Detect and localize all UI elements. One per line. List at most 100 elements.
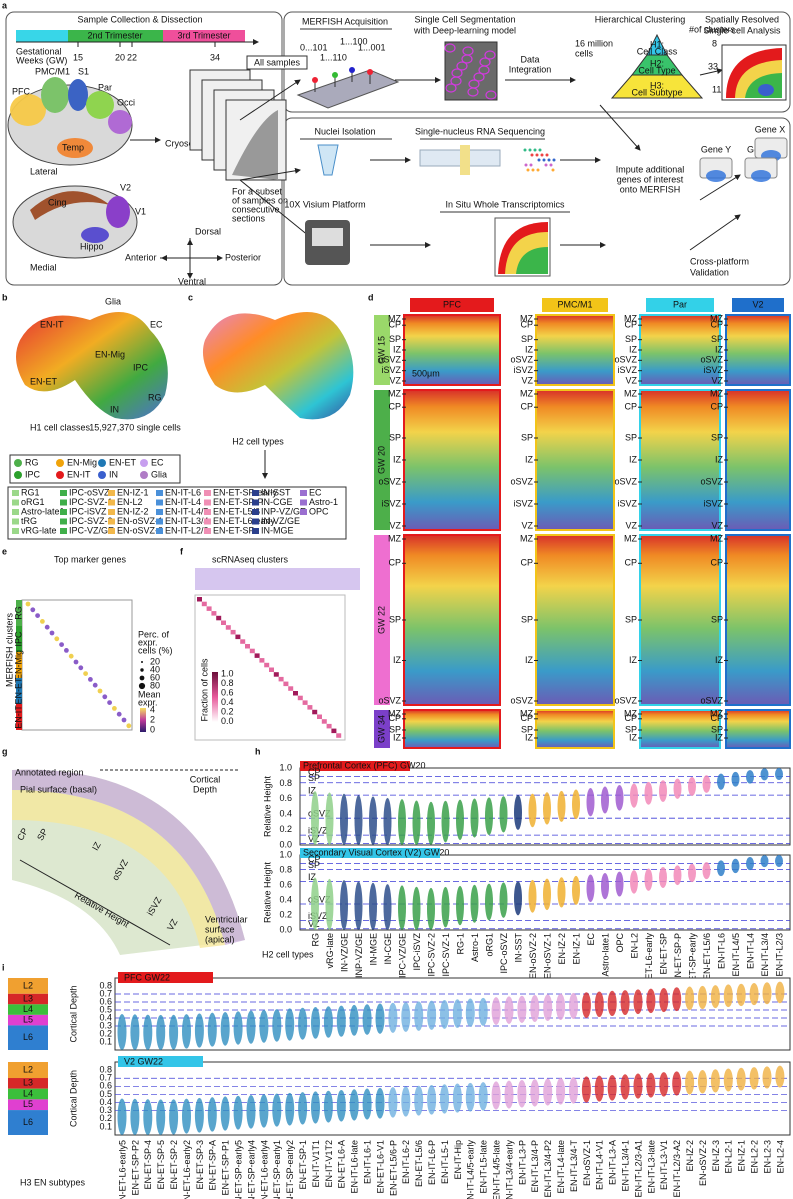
violin (465, 1082, 475, 1112)
violin (746, 857, 754, 871)
shape (106, 196, 130, 228)
label: 0.3 (99, 1105, 112, 1115)
label: EN-ET-L6-early (213, 516, 276, 526)
label: EN-IZ-2 (117, 506, 149, 516)
label: EN-ET-L6-V1 (375, 1140, 385, 1194)
label: IPC-VZ/GE (69, 525, 114, 535)
label: IZ (308, 785, 317, 795)
shape (537, 158, 541, 162)
label: EN-IT-L4/5-late (491, 1140, 501, 1199)
label: EN-ET-L5/6-P (388, 1140, 398, 1196)
label: oSVZ (700, 695, 723, 705)
box (16, 678, 22, 704)
violin (615, 871, 624, 897)
label: VZ (711, 520, 723, 530)
label: MZ (388, 708, 401, 718)
label: Single-nucleus RNA Sequencing (415, 126, 545, 136)
tissue-image (535, 314, 615, 386)
shape (751, 170, 771, 182)
violin (349, 1089, 359, 1121)
label: 0 (150, 724, 155, 734)
shape (547, 158, 551, 162)
label: CP (308, 854, 321, 864)
panel-letter: a (2, 0, 8, 10)
violin (673, 865, 682, 886)
label: 4 (150, 704, 155, 714)
label: Depth (193, 784, 217, 794)
violin (369, 882, 377, 930)
violin (441, 886, 450, 928)
label: IPC-SVZ-1 (441, 933, 451, 977)
label: EN-oSVZ-1 (542, 933, 552, 979)
violin (478, 997, 488, 1026)
label: EN-IZ-1 (737, 1140, 747, 1172)
label: EN-ET-SP-P1 (221, 1140, 231, 1196)
shape (536, 168, 540, 172)
label: 0.4 (99, 1012, 112, 1022)
label: Occi (117, 97, 135, 107)
violin (285, 1092, 295, 1126)
label: IZ (525, 655, 534, 665)
label: EN-ET-L5/6 (213, 506, 260, 516)
label: 0.6 (279, 793, 292, 803)
violin (685, 1070, 695, 1095)
violin (633, 1073, 643, 1099)
violin (478, 1082, 488, 1111)
label: 0.5 (99, 1004, 112, 1014)
tissue-image (403, 709, 501, 749)
label: 0.1 (99, 1036, 112, 1046)
tube (317, 144, 339, 176)
violin (731, 771, 740, 787)
label: Astro-late1 (600, 933, 610, 977)
shape (445, 83, 457, 93)
violin (156, 1014, 166, 1050)
label: Temp (62, 142, 84, 152)
legend-swatch (156, 528, 163, 534)
label: vRG-late (325, 933, 335, 969)
tag (246, 55, 308, 70)
layer-block (8, 1099, 48, 1111)
label: 0.6 (221, 687, 234, 697)
label: EN-ET-SP-P2 (130, 1140, 140, 1196)
label: H1 cell classes (30, 422, 91, 432)
label: EN-IT-L6-P (427, 1140, 437, 1185)
panel-letter: c (188, 292, 193, 302)
tissue-image (725, 314, 791, 386)
label: IPC-VZ/GE (397, 933, 407, 978)
heat-cell (206, 606, 212, 611)
label: iSVZ (513, 498, 533, 508)
violin (207, 1097, 217, 1132)
label: iSVZ (703, 365, 723, 375)
label: SP (625, 724, 637, 734)
label: oSVZ (308, 894, 331, 904)
label: EN-IZ-3 (711, 1140, 721, 1172)
label: 0.1 (99, 1121, 112, 1131)
label: EN-ET-SP-P (213, 497, 264, 507)
label: EN-IT-L6-late (350, 1140, 360, 1194)
legend-swatch (204, 490, 211, 496)
label: IPC-iSVZ (412, 933, 422, 971)
shape (479, 57, 491, 67)
label: SP (625, 334, 637, 344)
label: IZ (393, 344, 402, 354)
label: EN-L2-1 (724, 1140, 734, 1174)
label: VZ (521, 375, 533, 385)
label: Prefrontal Cortex (PFC) GW20 (303, 760, 426, 770)
violin (581, 992, 591, 1019)
layer-block (8, 1078, 48, 1089)
label: IZ (393, 454, 402, 464)
label: Cell Subtype (631, 87, 682, 97)
label: OPC (615, 933, 625, 953)
label: MZ (710, 708, 723, 718)
layer-block (8, 1004, 48, 1015)
tissue-image (403, 314, 501, 386)
violin (646, 988, 656, 1014)
label: EN-IT-L2/3-A2 (672, 1140, 682, 1198)
label: EN-IT-L3/4-P (530, 1140, 540, 1193)
label: oSVZ (510, 355, 533, 365)
legend-swatch (98, 471, 106, 479)
violin (369, 796, 377, 845)
violin (749, 1067, 759, 1090)
legend-swatch (56, 471, 64, 479)
label: Single-cell Analysis (703, 25, 781, 35)
